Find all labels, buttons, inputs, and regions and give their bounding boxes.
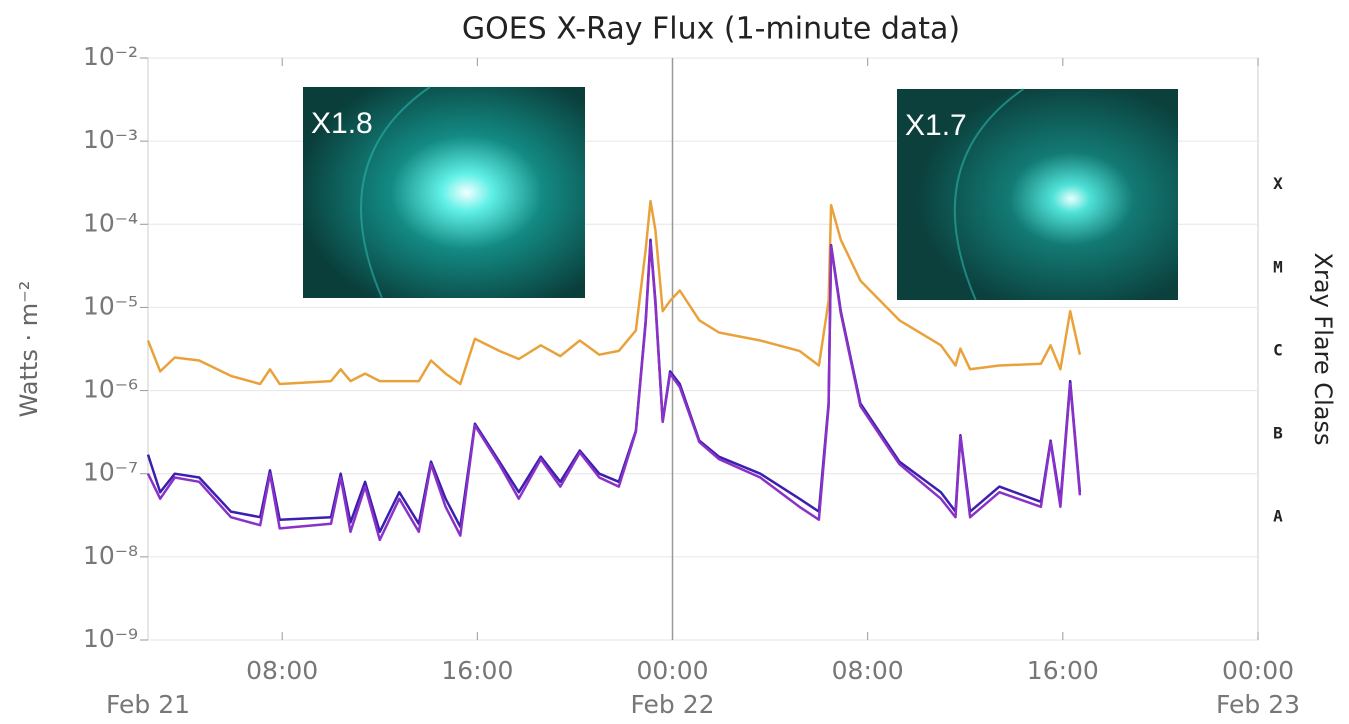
flare-class-label: B [1273,424,1283,443]
flare-class-label: M [1273,257,1283,276]
y-tick-label: 10⁻⁷ [83,458,138,487]
flare-class-label: A [1273,507,1283,526]
y-axis-label: Watts · m⁻² [15,281,43,418]
y-tick-label: 10⁻³ [83,125,138,154]
x-tick-label: 16:00 [1027,656,1099,685]
inset-label: X1.7 [905,109,967,142]
date-label: Feb 23 [1216,690,1300,719]
x-tick-label: 16:00 [441,656,513,685]
x-tick-label: 08:00 [832,656,904,685]
y-tick-label: 10⁻⁵ [83,291,138,320]
y-tick-label: 10⁻⁹ [83,624,138,653]
flare-class-label: X [1273,174,1283,193]
inset-label: X1.8 [311,107,373,140]
x-tick-label: 00:00 [1222,656,1294,685]
y-tick-label: 10⁻⁴ [83,208,138,237]
x-tick-label: 08:00 [246,656,318,685]
y-tick-label: 10⁻⁸ [83,541,138,570]
y-tick-label: 10⁻² [83,42,138,71]
chart-title: GOES X-Ray Flux (1-minute data) [462,12,960,47]
x-tick-label: 00:00 [636,656,708,685]
chart: GOES X-Ray Flux (1-minute data) Watts · … [0,0,1349,724]
date-label: Feb 22 [630,690,714,719]
y-tick-label: 10⁻⁶ [83,375,138,404]
date-label: Feb 21 [106,690,190,719]
y2-axis-label: Xray Flare Class [1309,253,1337,446]
flare-class-label: C [1273,340,1283,359]
